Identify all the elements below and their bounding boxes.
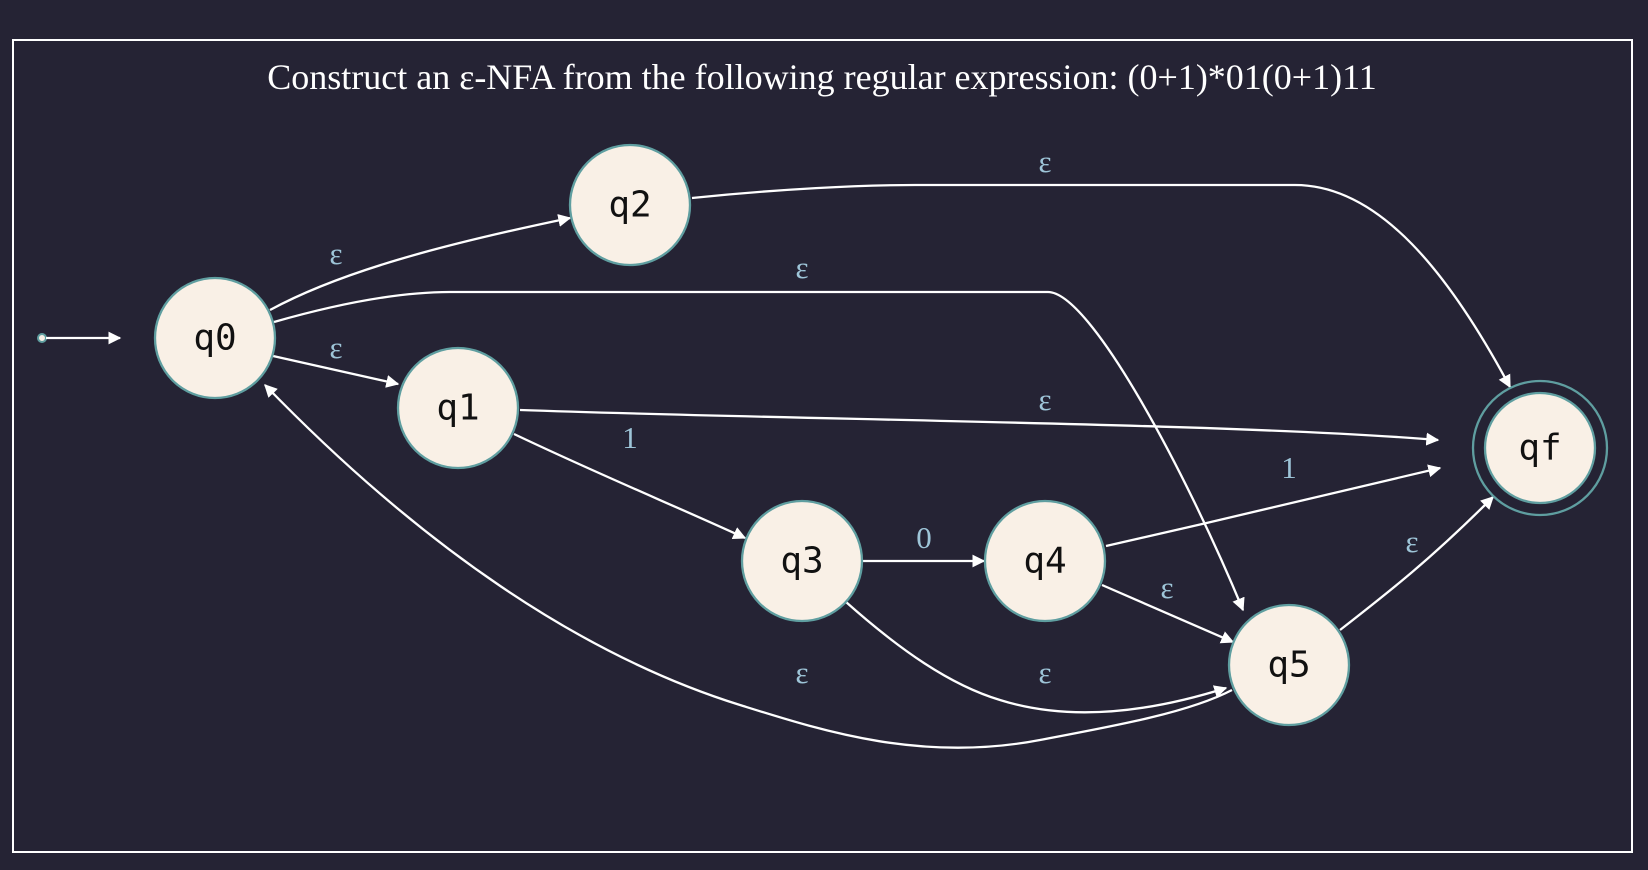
state-label: q1: [436, 388, 479, 429]
transition-label: ε: [1038, 382, 1051, 417]
transition-label: ε: [1405, 524, 1418, 559]
state-q3: q3: [740, 499, 864, 623]
transition-q1-q3: 1: [513, 420, 747, 540]
transition-q0-q1: ε: [272, 330, 400, 388]
accepting-ring: [1471, 379, 1609, 517]
state-circle: [153, 276, 277, 400]
transition-arrow: [691, 183, 1512, 389]
transition-q4-qf: 1: [1105, 450, 1442, 548]
state-circle: [983, 499, 1107, 623]
state-circle: [568, 143, 692, 267]
transition-arrow: [845, 601, 1228, 714]
transitions-layer: ε ε ε ε ε 1 0 1 ε ε ε ε: [264, 144, 1512, 749]
state-circle: [1227, 603, 1351, 727]
transition-label: ε: [1038, 655, 1051, 690]
start-dot: [37, 333, 47, 343]
transition-q0-q2: ε: [269, 214, 572, 312]
transition-label: ε: [1160, 570, 1173, 605]
transition-arrow: [1339, 496, 1494, 631]
state-q5: q5: [1227, 603, 1351, 727]
states-layer: q0 q1 q2 q3 q4 q5 qf: [153, 143, 1609, 727]
diagram-title: Construct an ε-NFA from the following re…: [267, 57, 1377, 97]
state-circle: [396, 346, 520, 470]
state-label: q2: [608, 185, 651, 226]
state-circle: [740, 499, 864, 623]
transition-arrow: [519, 408, 1440, 446]
state-q4: q4: [983, 499, 1107, 623]
state-label: q0: [193, 318, 236, 359]
state-q1: q1: [396, 346, 520, 470]
transition-arrow: [264, 384, 1233, 749]
transition-q5-q0: ε: [264, 384, 1233, 749]
state-label: q3: [780, 541, 823, 582]
transition-q0-q5: ε: [273, 250, 1245, 612]
state-q0: q0: [153, 276, 277, 400]
state-label: q5: [1267, 645, 1310, 686]
transition-arrow: [513, 432, 747, 540]
transition-label: ε: [329, 236, 342, 271]
transition-arrow: [273, 290, 1245, 612]
transition-q2-qf: ε: [691, 144, 1512, 389]
transition-q4-q5: ε: [1101, 570, 1235, 644]
transition-arrow: [1101, 583, 1235, 644]
transition-q3-q4: 0: [862, 520, 986, 568]
transition-label: ε: [795, 655, 808, 690]
transition-label: 0: [916, 520, 932, 555]
transition-label: ε: [329, 330, 342, 365]
transition-label: 1: [1281, 450, 1297, 485]
state-qf: qf: [1471, 379, 1609, 517]
transition-label: ε: [795, 250, 808, 285]
start-arrow: [37, 331, 122, 345]
state-label: qf: [1518, 428, 1561, 469]
transition-label: ε: [1038, 144, 1051, 179]
diagram-frame: [12, 39, 1633, 853]
transition-arrow: [1105, 464, 1442, 548]
state-circle: [1483, 391, 1597, 505]
state-q2: q2: [568, 143, 692, 267]
transition-q1-qf: ε: [519, 382, 1440, 446]
transition-arrow: [269, 214, 572, 312]
transition-label: 1: [622, 420, 638, 455]
transition-arrow: [272, 354, 400, 388]
transition-q3-q5: ε: [845, 601, 1228, 714]
transition-q5-qf: ε: [1339, 496, 1494, 631]
state-label: q4: [1023, 541, 1066, 582]
